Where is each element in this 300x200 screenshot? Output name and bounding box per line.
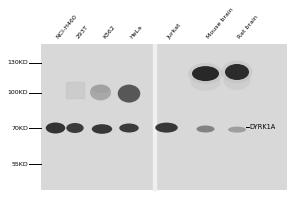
Ellipse shape (192, 66, 219, 81)
Text: 70KD: 70KD (11, 126, 28, 130)
Ellipse shape (155, 123, 178, 133)
Text: 100KD: 100KD (7, 90, 28, 96)
Text: NCI-H460: NCI-H460 (56, 14, 79, 40)
Ellipse shape (119, 123, 139, 132)
Text: 130KD: 130KD (7, 60, 28, 66)
Ellipse shape (66, 123, 84, 133)
Ellipse shape (225, 64, 249, 80)
Text: DYRK1A: DYRK1A (249, 124, 275, 130)
Text: Jurkat: Jurkat (167, 23, 182, 40)
Text: HeLa: HeLa (129, 25, 143, 40)
Ellipse shape (66, 82, 84, 98)
Ellipse shape (228, 127, 246, 133)
Ellipse shape (90, 84, 111, 100)
Text: 293T: 293T (75, 25, 89, 40)
Ellipse shape (188, 63, 223, 84)
Bar (40, 44, 286, 190)
Ellipse shape (221, 61, 253, 83)
Ellipse shape (224, 70, 250, 90)
Ellipse shape (91, 85, 110, 93)
Ellipse shape (190, 73, 220, 91)
Ellipse shape (92, 124, 112, 134)
Text: Mouse brain: Mouse brain (206, 7, 234, 40)
Ellipse shape (118, 85, 140, 103)
Ellipse shape (196, 126, 214, 132)
Text: Rat brain: Rat brain (237, 15, 259, 40)
Text: K562: K562 (102, 25, 116, 40)
Ellipse shape (46, 122, 65, 134)
Text: 55KD: 55KD (11, 162, 28, 166)
